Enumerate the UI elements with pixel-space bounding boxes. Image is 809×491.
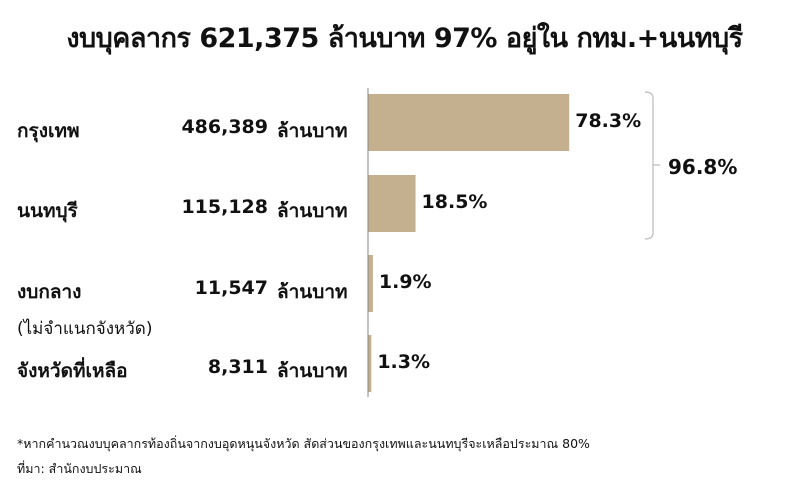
bar — [368, 175, 416, 232]
amount-label: 11,547 — [194, 277, 268, 299]
bar — [368, 94, 570, 151]
value-label: 78.3% — [575, 110, 642, 132]
value-label: 1.9% — [378, 271, 432, 293]
source-note: ที่มา: สำนักงบประมาณ — [17, 461, 142, 476]
unit-label: ล้านบาท — [277, 200, 348, 222]
bracket-total-label: 96.8% — [668, 155, 738, 179]
chart-title: งบบุคลากร 621,375 ล้านบาท 97% อยู่ใน กทม… — [66, 23, 743, 54]
unit-label: ล้านบาท — [277, 120, 348, 142]
bar — [368, 335, 372, 392]
amount-label: 486,389 — [181, 116, 268, 138]
category-note: (ไม่จำแนกจังหวัด) — [17, 319, 153, 339]
unit-label: ล้านบาท — [277, 281, 348, 303]
category-label: งบกลาง — [17, 281, 82, 303]
unit-label: ล้านบาท — [277, 360, 348, 382]
value-label: 1.3% — [377, 351, 431, 373]
value-label: 18.5% — [421, 191, 488, 213]
footnote: *หากคำนวณงบบุคลากรท้องถิ่นจากงบอุดหนุนจั… — [17, 436, 590, 451]
category-label: จังหวัดที่เหลือ — [17, 360, 128, 382]
amount-label: 115,128 — [181, 196, 268, 218]
category-label: กรุงเทพ — [17, 120, 80, 142]
amount-label: 8,311 — [207, 356, 268, 378]
category-label: นนทบุรี — [17, 200, 78, 222]
bar — [368, 255, 373, 312]
bracket — [644, 91, 660, 240]
